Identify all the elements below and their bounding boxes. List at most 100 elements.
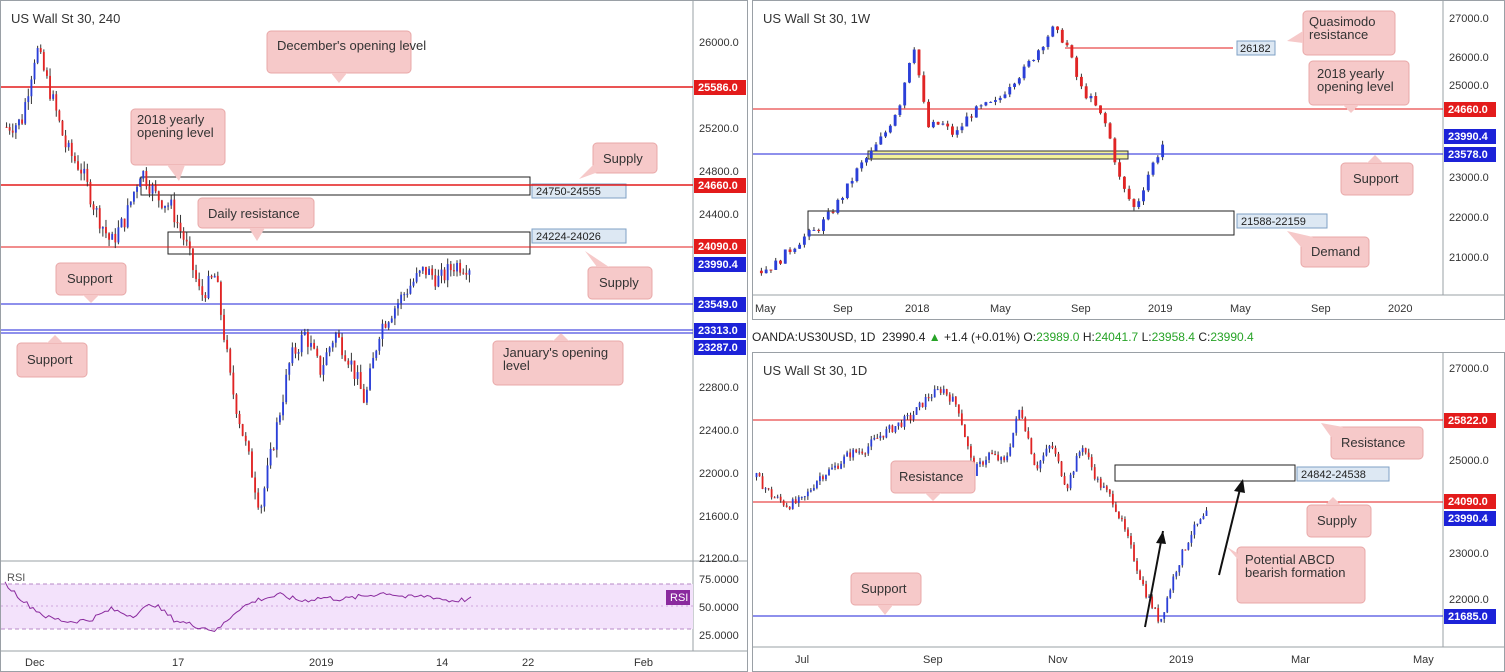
candle-body (412, 281, 415, 286)
candle-body (1057, 453, 1060, 462)
daily-price-tag-bg (1444, 413, 1496, 428)
weekly-price-tag-bg (1444, 102, 1496, 117)
candle-body (1099, 478, 1102, 488)
weekly-x-tick: 2019 (1148, 303, 1172, 315)
candle-body (254, 477, 257, 493)
candle-body (836, 199, 840, 213)
h4-chart-title: US Wall St 30, 240 (11, 11, 121, 26)
candle-body (793, 248, 797, 252)
candle-body (272, 448, 275, 450)
candle-body (758, 473, 761, 477)
daily-chart-panel[interactable]: 24842-24538 27000.0 25000.0 23000.0 2200… (752, 352, 1505, 672)
weekly-y-ticks: 27000.0 26000.0 25000.0 23000.0 22000.0 … (1449, 13, 1489, 264)
candle-body (359, 372, 362, 389)
candle-body (963, 424, 966, 438)
candle-body (1084, 86, 1088, 99)
weekly-x-tick: Sep (1071, 303, 1091, 315)
candle-body (1114, 504, 1117, 512)
candle-body (403, 294, 406, 296)
candle-body (117, 227, 120, 243)
candle-body (188, 241, 191, 249)
candle-body (49, 75, 51, 99)
candle-body (922, 75, 926, 102)
candle-body (173, 199, 176, 223)
h4-callout-december-text: December's opening level (277, 38, 426, 53)
candle-body (182, 231, 185, 240)
candle-body (941, 123, 945, 125)
candle-body (316, 348, 319, 356)
candle-body (809, 490, 812, 492)
candle-body (843, 456, 845, 464)
candle-body (390, 318, 393, 323)
h4-x-ticks: Dec 17 2019 14 22 Feb (25, 657, 653, 669)
ohlc-high: 24041.7 (1094, 330, 1139, 344)
candle-body (1156, 157, 1160, 163)
candle-body (164, 205, 166, 208)
candle-body (344, 355, 347, 361)
candle-body (431, 268, 434, 276)
weekly-y-tick: 27000.0 (1449, 13, 1489, 25)
candle-body (456, 263, 458, 272)
weekly-y-tick: 22000.0 (1449, 212, 1489, 224)
candle-body (288, 363, 291, 375)
weekly-x-tick: Sep (833, 303, 853, 315)
candle-body (1045, 448, 1048, 456)
candle-body (802, 236, 806, 245)
candle-body (310, 342, 312, 347)
candle-body (322, 365, 325, 375)
weekly-price-tag: 23578.0 (1448, 149, 1488, 161)
weekly-price-tags: 24660.0 23990.4 23578.0 (1444, 102, 1496, 162)
candle-body (845, 183, 849, 199)
candle-body (77, 161, 79, 170)
daily-price-tag-bg (1444, 494, 1496, 509)
candle-body (837, 465, 839, 469)
weekly-chart-panel[interactable]: 21588-22159 26182 27000.0 26000.0 25000.… (752, 0, 1505, 320)
candle-body (888, 425, 891, 430)
candle-body (1078, 451, 1081, 456)
candle-body (1094, 96, 1098, 106)
candle-body (160, 200, 163, 208)
weekly-callout-demand (1300, 236, 1370, 268)
candle-body (365, 389, 368, 403)
ohlc-open: 23989.0 (1036, 330, 1080, 344)
daily-supply-zone (1114, 464, 1296, 482)
candle-body (223, 314, 225, 340)
candle-body (970, 116, 973, 118)
candle-body (1113, 138, 1117, 163)
daily-x-tick: Sep (923, 654, 943, 666)
candle-body (1072, 471, 1075, 475)
h4-y-tick: 21600.0 (699, 511, 739, 523)
candle-body (1046, 36, 1050, 47)
candle-body (437, 275, 440, 287)
candle-body (1175, 572, 1178, 577)
h4-chart-panel[interactable]: 24750-24555 24224-24026 26000.0 25200.0 … (0, 0, 748, 672)
h4-rsi-line (4, 581, 472, 632)
candle-body (105, 226, 107, 234)
candle-body (1030, 438, 1033, 454)
candle-body (285, 374, 288, 403)
h4-callout-supply-2 (587, 266, 653, 300)
candle-body (303, 331, 306, 335)
candle-body (350, 360, 353, 365)
candle-body (291, 347, 294, 364)
daily-abcd-arrow-1 (1144, 530, 1164, 628)
ohlc-close: 23990.4 (1210, 330, 1254, 344)
h4-x-tick: 17 (172, 657, 184, 669)
candle-body (951, 396, 954, 402)
candle-body (1006, 455, 1009, 461)
candle-body (1187, 542, 1190, 550)
candle-body (70, 142, 73, 156)
candle-body (970, 446, 972, 458)
candle-body (764, 269, 768, 274)
candle-body (1146, 174, 1150, 191)
candle-body (991, 452, 993, 454)
candle-body (846, 452, 849, 457)
candle-body (241, 424, 244, 436)
candle-body (855, 449, 858, 453)
candle-body (882, 435, 885, 438)
weekly-demand-zone (807, 210, 1235, 236)
h4-price-tag: 23313.0 (698, 325, 738, 337)
candle-body (1060, 461, 1063, 477)
candle-body (297, 352, 300, 354)
h4-x-tick: Feb (634, 657, 653, 669)
